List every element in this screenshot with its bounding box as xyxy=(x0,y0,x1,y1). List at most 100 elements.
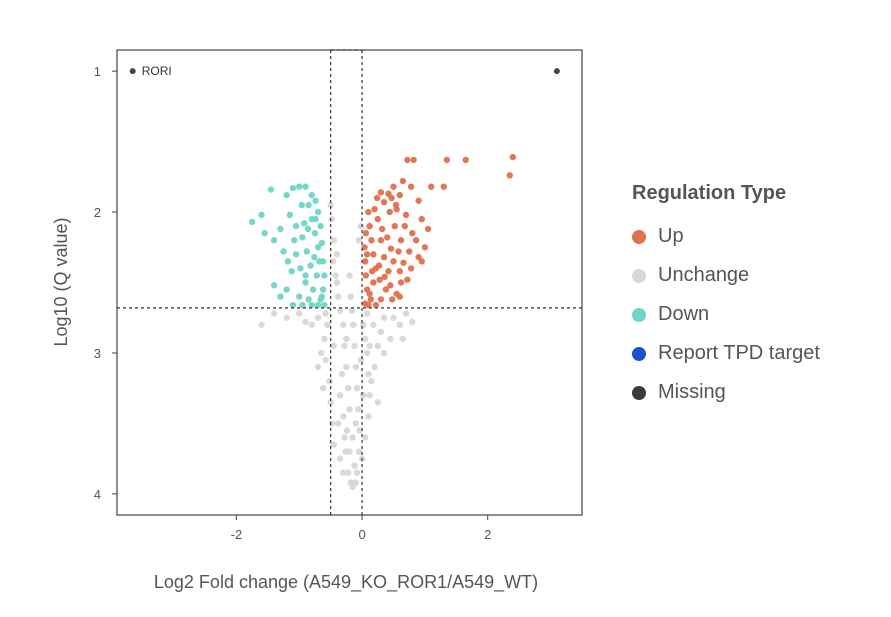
point-unchange xyxy=(329,258,337,265)
point-up xyxy=(371,206,378,213)
y-tick-label: 4 xyxy=(94,487,101,502)
point-down xyxy=(286,211,294,219)
point-down xyxy=(292,222,300,230)
point-down xyxy=(289,301,297,309)
point-down xyxy=(314,208,322,216)
point-up xyxy=(368,268,376,275)
point-down xyxy=(258,211,265,219)
point-down xyxy=(309,286,317,293)
point-up xyxy=(410,156,417,164)
point-up xyxy=(390,258,397,265)
point-unchange xyxy=(341,434,348,441)
point-up xyxy=(405,248,413,255)
point-unchange xyxy=(345,469,352,476)
point-up xyxy=(361,244,368,251)
point-down xyxy=(248,218,256,226)
point-unchange xyxy=(396,321,403,328)
point-unchange xyxy=(340,413,347,420)
legend-dot-report-tpd-target xyxy=(632,346,646,361)
point-unchange xyxy=(314,314,322,321)
point-unchange xyxy=(353,469,361,476)
point-up xyxy=(387,282,394,289)
point-unchange xyxy=(347,293,354,300)
point-unchange xyxy=(362,335,369,343)
point-up xyxy=(407,183,415,190)
point-up xyxy=(373,194,381,202)
point-unchange xyxy=(357,356,365,364)
point-unchange xyxy=(343,335,350,343)
point-unchange xyxy=(352,479,359,486)
point-unchange xyxy=(330,441,337,448)
point-unchange xyxy=(380,349,388,357)
point-down xyxy=(270,237,278,244)
point-up xyxy=(386,208,393,216)
point-unchange xyxy=(349,434,356,441)
point-down xyxy=(298,201,305,209)
point-down xyxy=(284,258,292,265)
point-unchange xyxy=(336,307,344,314)
point-up xyxy=(382,286,390,293)
point-up xyxy=(509,153,517,161)
point-down xyxy=(302,279,309,286)
point-up xyxy=(462,156,469,164)
point-unchange xyxy=(328,420,336,427)
point-down xyxy=(296,293,303,300)
x-axis-title: Log2 Fold change (A549_KO_ROR1/A549_WT) xyxy=(154,572,538,593)
point-up xyxy=(366,222,373,230)
point-up xyxy=(440,183,447,190)
legend-title: Regulation Type xyxy=(632,182,787,204)
point-up xyxy=(443,156,451,164)
point-up xyxy=(384,234,391,241)
point-up xyxy=(363,251,371,258)
legend-label-down: Down xyxy=(658,303,710,325)
legend-label-unchange: Unchange xyxy=(658,264,750,286)
point-unchange xyxy=(343,363,350,371)
point-up xyxy=(396,293,403,300)
point-up xyxy=(407,265,415,272)
point-down xyxy=(314,301,322,309)
point-up xyxy=(397,237,405,244)
point-up xyxy=(418,215,425,223)
point-down xyxy=(277,225,284,233)
point-down xyxy=(312,197,319,204)
point-up xyxy=(421,244,429,251)
point-up xyxy=(399,177,407,185)
point-up xyxy=(377,296,385,303)
point-unchange xyxy=(350,321,357,328)
point-down xyxy=(289,184,297,192)
point-up xyxy=(506,172,513,179)
point-down xyxy=(318,239,326,247)
point-down xyxy=(304,225,312,233)
point-unchange xyxy=(377,328,385,336)
point-down xyxy=(296,183,303,190)
point-up xyxy=(377,189,385,196)
point-up xyxy=(427,183,435,190)
point-up xyxy=(370,279,377,286)
point-unchange xyxy=(380,314,388,321)
point-down xyxy=(267,186,275,193)
point-unchange xyxy=(352,420,359,427)
point-up xyxy=(400,259,407,266)
point-down xyxy=(305,296,312,303)
point-unchange xyxy=(332,272,339,279)
point-down xyxy=(321,301,328,309)
point-down xyxy=(302,272,309,279)
point-unchange xyxy=(374,342,381,350)
point-unchange xyxy=(363,349,371,357)
point-unchange xyxy=(302,318,309,326)
x-tick-label: -2 xyxy=(231,527,243,542)
point-unchange xyxy=(351,342,358,350)
point-up xyxy=(381,273,388,281)
point-unchange xyxy=(340,321,347,328)
point-unchange xyxy=(370,321,377,328)
point-down xyxy=(307,262,314,269)
point-down xyxy=(308,301,315,309)
point-down xyxy=(288,268,295,275)
legend-item-down: Down xyxy=(632,295,820,334)
point-unchange xyxy=(334,293,342,300)
x-tick-label: 2 xyxy=(484,527,491,542)
point-unchange xyxy=(366,392,373,399)
point-unchange xyxy=(366,342,373,350)
point-unchange xyxy=(341,342,348,350)
point-up xyxy=(404,276,411,283)
